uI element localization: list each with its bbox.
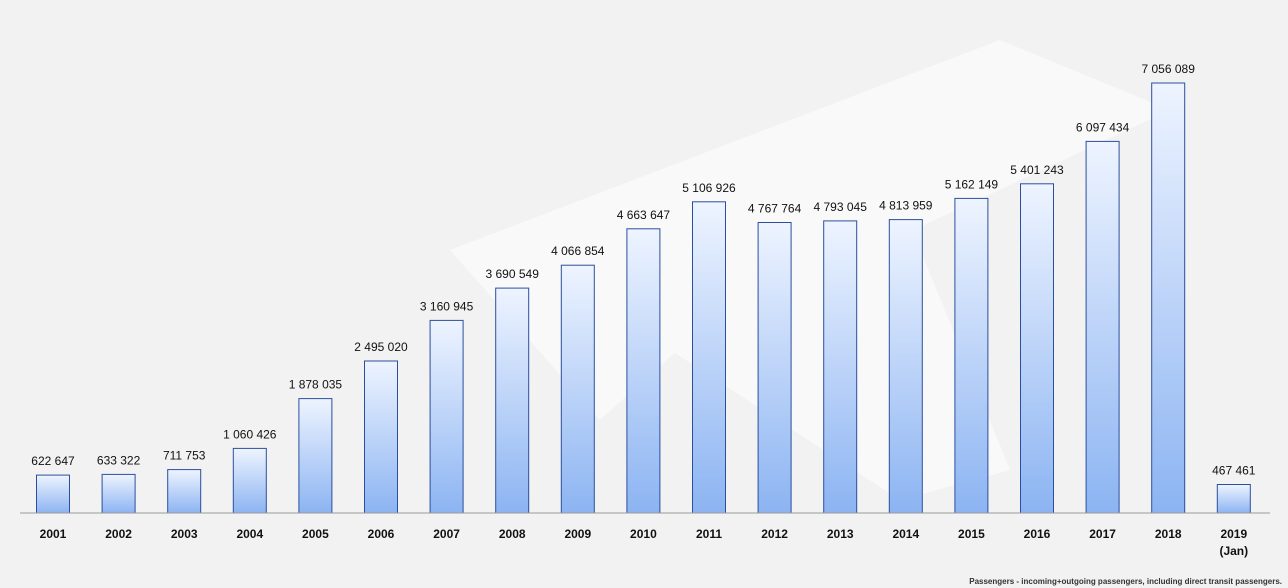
value-label-2011: 5 106 926 [682,181,736,195]
value-label-2013: 4 793 045 [814,200,868,214]
bar-2017 [1085,140,1120,514]
value-label-2015: 5 162 149 [945,177,999,191]
x-tick-label-2013: 2013 [827,527,854,541]
x-tick-label-2009: 2009 [564,527,591,541]
x-tick-label-2008: 2008 [499,527,526,541]
value-label-2007: 3 160 945 [420,299,474,313]
bar-2003 [167,469,202,514]
x-tick-label-2014: 2014 [892,527,919,541]
bar-2008 [495,287,530,514]
bar-2004 [232,447,267,514]
x-tick-label-2018: 2018 [1155,527,1182,541]
value-label-2019: 467 461 [1212,464,1256,478]
value-label-2004: 1 060 426 [223,427,277,441]
bar-2018 [1151,82,1186,514]
x-tick-label-2015: 2015 [958,527,985,541]
bar-2016 [1020,183,1054,514]
x-tick-label-2011: 2011 [696,527,722,541]
bar-2006 [364,360,398,514]
bar-2009 [560,264,595,514]
bar-2011 [692,201,726,514]
value-label-2012: 4 767 764 [748,202,802,216]
footnote: Passengers - incoming+outgoing passenger… [969,577,1282,586]
value-label-2018: 7 056 089 [1142,62,1196,76]
bar-2010 [626,228,661,514]
x-tick-label-2002: 2002 [105,527,132,541]
value-label-2003: 711 753 [163,449,206,463]
value-label-2006: 2 495 020 [354,340,408,354]
value-label-2016: 5 401 243 [1010,163,1064,177]
value-label-2008: 3 690 549 [486,267,540,281]
value-label-2017: 6 097 434 [1076,120,1130,134]
value-label-2005: 1 878 035 [289,378,343,392]
value-label-2009: 4 066 854 [551,244,605,258]
bar-2002 [101,473,136,514]
x-tick-label-2003: 2003 [171,527,198,541]
x-tick-label-2004: 2004 [236,527,263,541]
x-tick-label-2012: 2012 [761,527,788,541]
x-tick-label-2001: 2001 [40,527,67,541]
bar-2005 [298,398,333,514]
bar-2012 [757,222,792,514]
x-tick-sublabel-2019: (Jan) [1219,544,1248,558]
x-tick-label-2005: 2005 [302,527,329,541]
x-tick-label-2016: 2016 [1024,527,1051,541]
x-tick-label-2007: 2007 [433,527,460,541]
bar-2019 [1216,484,1251,514]
value-label-2010: 4 663 647 [617,208,671,222]
bar-2001 [36,474,70,514]
value-label-2001: 622 647 [31,454,75,468]
bar-2007 [429,319,464,514]
x-tick-label-2006: 2006 [368,527,395,541]
bar-2013 [823,220,858,514]
value-label-2002: 633 322 [97,453,141,467]
x-tick-label-2017: 2017 [1089,527,1116,541]
x-tick-label-2019: 2019 [1220,527,1247,541]
value-label-2014: 4 813 959 [879,199,933,213]
bar-2015 [954,197,989,514]
x-tick-label-2010: 2010 [630,527,657,541]
bar-2014 [888,219,923,514]
watermark-plane-shape [450,40,1170,500]
